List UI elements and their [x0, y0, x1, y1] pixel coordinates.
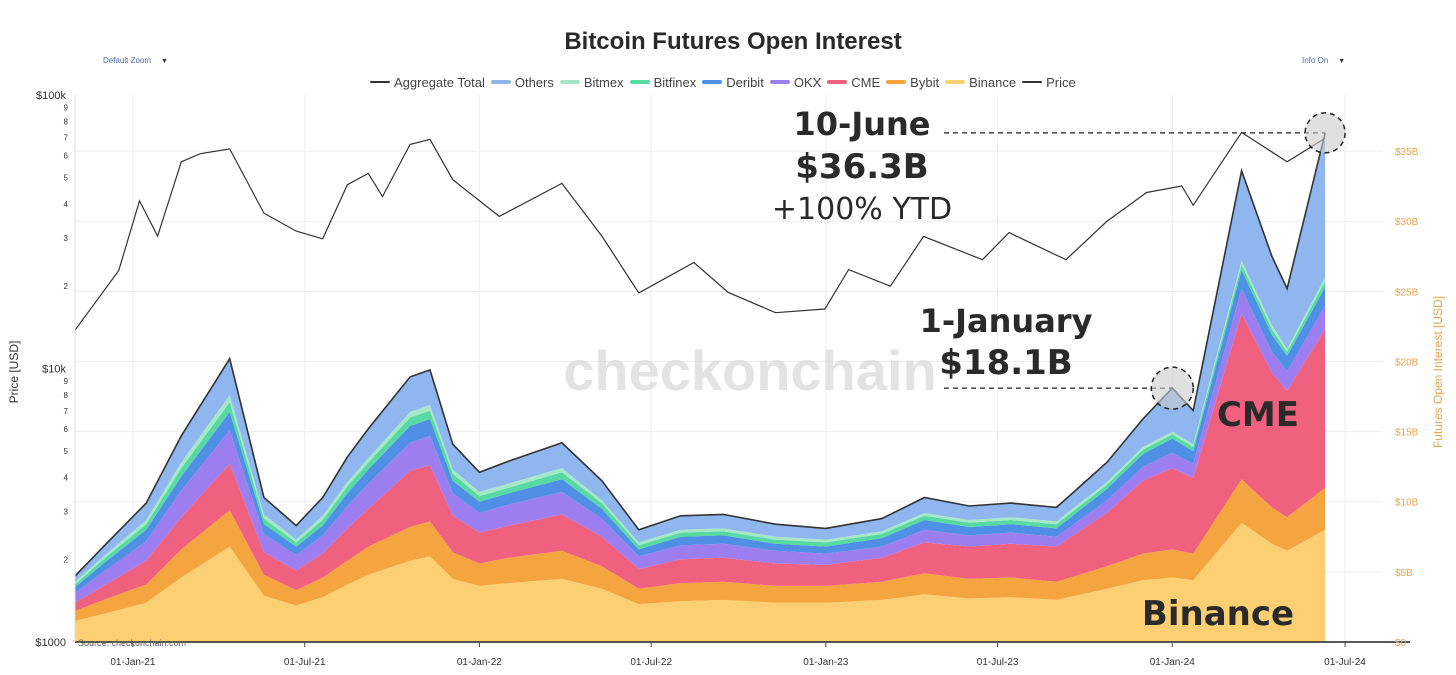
legend-item-aggregate-total[interactable]: Aggregate Total [370, 74, 485, 90]
legend-label: CME [851, 74, 881, 90]
y-left-axis-title: Price [USD] [7, 341, 21, 404]
chevron-down-icon: ▼ [1338, 58, 1346, 65]
aggregate-total-line [74, 132, 1326, 577]
legend-label: Aggregate Total [394, 74, 485, 90]
legend-swatch [827, 80, 848, 84]
y-left-minor-tick-label: 6 [64, 152, 69, 161]
legend-swatch [702, 80, 723, 84]
x-tick-label: 01-Jan-22 [457, 657, 502, 668]
y-right-tick-label: $25B [1395, 287, 1419, 298]
y-left-minor-tick-label: 8 [64, 391, 69, 400]
annotation-june-date: 10-June [794, 105, 931, 143]
y-left-minor-tick-label: 8 [64, 118, 69, 127]
y-right-tick-label: $0 [1395, 638, 1407, 649]
legend-swatch [559, 80, 580, 84]
y-left-minor-tick-label: 5 [64, 173, 69, 182]
y-left-tick-label: $10k [42, 364, 66, 376]
legend-label: Bybit [910, 74, 940, 90]
legend-label: Bitfinex [653, 74, 697, 90]
legend-swatch [1022, 81, 1043, 83]
annotations: 10-June $36.3B +100% YTD 1-January$18.1B CME… [772, 105, 1346, 634]
x-tick-label: 01-Jan-21 [110, 657, 155, 668]
page-title: Bitcoin Futures Open Interest [564, 28, 902, 55]
x-tick-label: 01-Jul-22 [630, 657, 672, 668]
y-left-minor-tick-label: 2 [64, 282, 69, 291]
annotation-january-date: 1-January [920, 302, 1093, 340]
x-tick-label: 01-Jul-21 [284, 657, 326, 668]
legend-label: OKX [793, 74, 822, 90]
annotation-binance-label: Binance [1142, 594, 1294, 634]
annotation-june-value: $36.3B [795, 147, 928, 187]
source-note: Source: checkonchain.com [78, 638, 186, 648]
legend-swatch [490, 80, 511, 84]
legend-swatch [629, 80, 650, 84]
y-left-minor-tick-label: 4 [64, 473, 69, 482]
info-dropdown-label: Info On [1302, 56, 1329, 65]
legend-label: Bitmex [583, 74, 624, 90]
area-binance [75, 522, 1326, 642]
x-tick-label: 01-Jul-24 [1324, 657, 1366, 668]
y-right-tick-label: $15B [1395, 428, 1419, 439]
info-dropdown[interactable]: Info On ▼ [1302, 56, 1345, 65]
legend-label: Price [1046, 74, 1076, 90]
legend-item-cme[interactable]: CME [827, 74, 881, 90]
y-left-minor-tick-label: 3 [64, 234, 69, 243]
legend-item-binance[interactable]: Binance [945, 74, 1017, 90]
y-left-minor-tick-label: 7 [64, 133, 69, 142]
legend-swatch [886, 80, 907, 84]
y-left-minor-tick-label: 6 [64, 425, 69, 434]
annotation-ytd: +100% YTD [772, 192, 952, 227]
price-line [74, 131, 1326, 331]
y-left-tick-label: $100k [36, 90, 66, 102]
zoom-dropdown[interactable]: Default Zoom ▼ [103, 56, 168, 65]
chart-legend: Aggregate Total Others Bitmex Bitfinex Derib… [370, 74, 1076, 90]
annotation-january-value: $18.1B [939, 343, 1072, 383]
legend-label: Deribit [726, 74, 764, 90]
legend-swatch [945, 80, 966, 84]
y-left-minor-tick-label: 7 [64, 407, 69, 416]
legend-item-price[interactable]: Price [1022, 74, 1076, 90]
y-left-minor-tick-label: 3 [64, 508, 69, 517]
y-left-minor-tick-label: 9 [64, 377, 69, 386]
legend-item-bitmex[interactable]: Bitmex [559, 74, 624, 90]
legend-label: Binance [969, 74, 1017, 90]
legend-item-bybit[interactable]: Bybit [886, 74, 940, 90]
legend-item-deribit[interactable]: Deribit [702, 74, 764, 90]
y-right-tick-label: $30B [1395, 217, 1419, 228]
y-right-tick-label: $20B [1395, 357, 1419, 368]
annotation-cme-label: CME [1217, 395, 1299, 435]
january-marker [1150, 366, 1195, 410]
area-bybit [75, 479, 1326, 621]
watermark: checkonchain [563, 339, 936, 402]
june-peak-marker [1304, 112, 1346, 154]
y-left-tick-label: $1000 [35, 637, 66, 649]
chevron-down-icon: ▼ [161, 58, 168, 65]
x-tick-label: 01-Jan-24 [1150, 657, 1195, 668]
x-tick-label: 01-Jan-23 [803, 657, 848, 668]
y-right-tick-label: $10B [1395, 498, 1419, 509]
legend-item-bitfinex[interactable]: Bitfinex [629, 74, 697, 90]
y-right-tick-label: $35B [1395, 147, 1419, 158]
legend-item-others[interactable]: Others [490, 74, 554, 90]
y-left-minor-tick-label: 2 [64, 556, 69, 565]
y-left-minor-tick-label: 5 [64, 447, 69, 456]
legend-swatch [769, 80, 790, 84]
x-tick-label: 01-Jul-23 [977, 657, 1019, 668]
y-right-axis-title: Futures Open Interest [USD] [1431, 296, 1445, 448]
zoom-dropdown-label: Default Zoom [103, 56, 152, 65]
legend-item-okx[interactable]: OKX [769, 74, 822, 90]
legend-label: Others [514, 74, 554, 90]
y-right-tick-label: $5B [1395, 568, 1413, 579]
legend-swatch [370, 81, 390, 83]
y-left-minor-tick-label: 9 [64, 104, 69, 113]
area-cme [75, 313, 1326, 612]
stacked-areas [75, 132, 1326, 642]
y-left-minor-tick-label: 4 [64, 200, 69, 209]
